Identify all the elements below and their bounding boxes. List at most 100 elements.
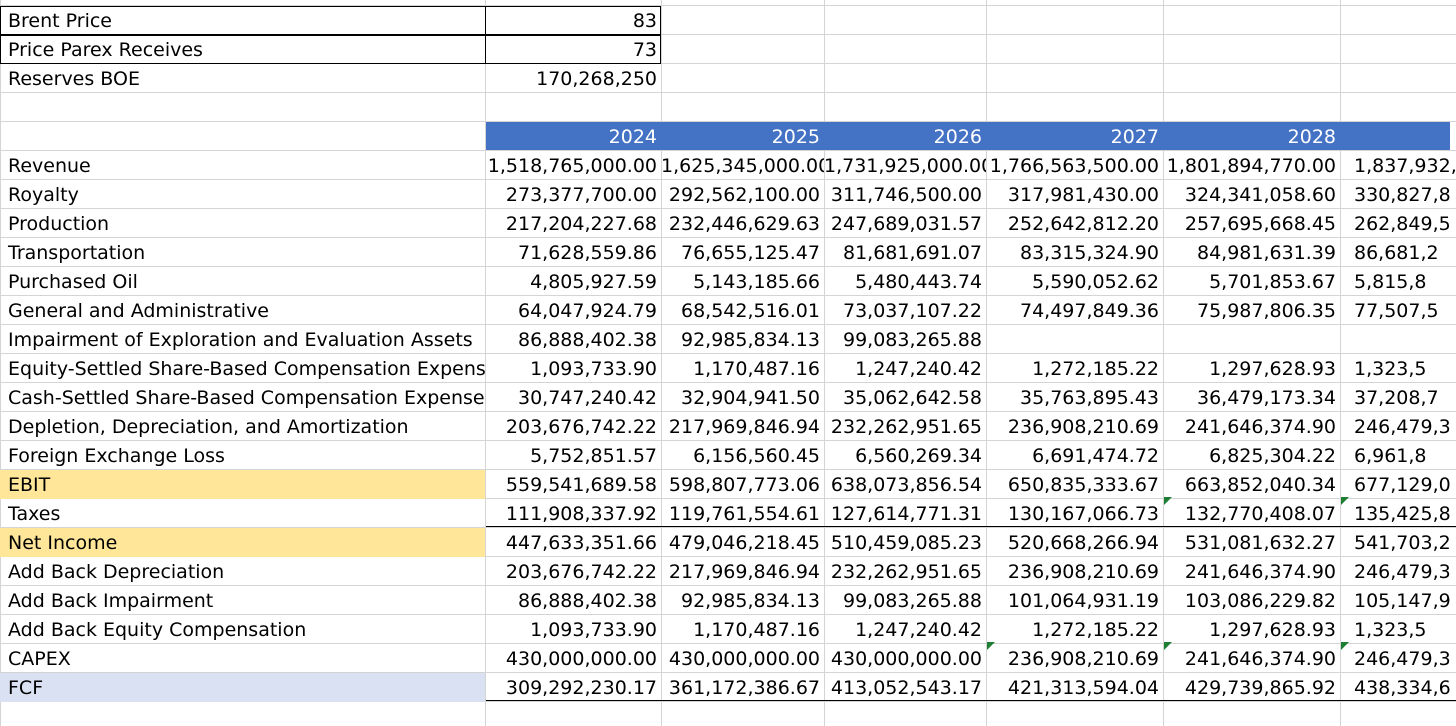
value-cell[interactable]: 6,560,269.34 [855,445,982,467]
row-label[interactable]: Add Back Impairment [8,590,214,612]
value-cell[interactable]: 241,646,374.90 [1184,648,1336,670]
value-cell[interactable]: 247,689,031.57 [830,213,982,235]
year-header[interactable]: 2026 [933,126,982,148]
value-cell[interactable]: 421,313,594.04 [1007,677,1159,699]
value-cell[interactable]: 92,985,834.13 [680,590,820,612]
value-cell[interactable]: 76,655,125.47 [680,242,820,264]
value-cell[interactable]: 252,642,812.20 [1007,213,1159,235]
row-label[interactable]: CAPEX [8,648,71,670]
value-cell[interactable]: 232,446,629.63 [668,213,820,235]
row-label[interactable]: Impairment of Exploration and Evaluation… [8,329,473,351]
value-cell[interactable]: 6,961,8 [1354,445,1427,467]
value-cell[interactable]: 1,170,487.16 [693,358,820,380]
row-label[interactable]: Royalty [8,184,79,206]
value-cell[interactable]: 232,262,951.65 [830,416,982,438]
value-cell[interactable]: 1,323,5 [1354,358,1427,380]
value-cell[interactable]: 650,835,333.67 [1007,474,1159,496]
row-label[interactable]: Production [8,213,110,235]
value-cell[interactable]: 105,147,9 [1354,590,1451,612]
value-cell[interactable]: 127,614,771.31 [830,503,982,525]
value-cell[interactable] [1340,325,1456,354]
value-cell[interactable]: 217,969,846.94 [668,416,820,438]
input-label[interactable]: Brent Price [8,10,112,32]
value-cell[interactable]: 86,888,402.38 [517,329,657,351]
value-cell[interactable]: 86,681,2 [1354,242,1439,264]
value-cell[interactable]: 309,292,230.17 [505,677,657,699]
input-value[interactable]: 73 [632,39,657,61]
value-cell[interactable]: 429,739,865.92 [1184,677,1336,699]
value-cell[interactable]: 74,497,849.36 [1019,300,1159,322]
value-cell[interactable]: 1,297,628.93 [1209,619,1336,641]
value-cell[interactable]: 663,852,040.34 [1184,474,1336,496]
value-cell[interactable]: 262,849,5 [1354,213,1451,235]
value-cell[interactable]: 203,676,742.22 [505,416,657,438]
value-cell[interactable]: 438,334,6 [1354,677,1451,699]
row-label[interactable]: Cash-Settled Share-Based Compensation Ex… [8,387,485,409]
year-header[interactable]: 2025 [771,126,820,148]
value-cell[interactable]: 413,052,543.17 [830,677,982,699]
value-cell[interactable]: 246,479,3 [1354,416,1451,438]
row-label[interactable]: Equity-Settled Share-Based Compensation … [8,358,485,380]
value-cell[interactable]: 83,315,324.90 [1019,242,1159,264]
input-value[interactable]: 83 [632,10,657,32]
value-cell[interactable]: 99,083,265.88 [842,590,982,612]
value-cell[interactable]: 86,888,402.38 [517,590,657,612]
value-cell[interactable]: 217,204,227.68 [505,213,657,235]
value-cell[interactable]: 6,156,560.45 [693,445,820,467]
value-cell[interactable]: 36,479,173.34 [1196,387,1336,409]
value-cell[interactable]: 64,047,924.79 [517,300,657,322]
value-cell[interactable]: 5,480,443.74 [855,271,982,293]
value-cell[interactable]: 84,981,631.39 [1196,242,1336,264]
value-cell[interactable]: 5,590,052.62 [1032,271,1159,293]
row-label[interactable]: Foreign Exchange Loss [8,445,225,467]
year-header[interactable]: 2028 [1287,126,1336,148]
value-cell[interactable]: 92,985,834.13 [680,329,820,351]
value-cell[interactable]: 5,143,185.66 [693,271,820,293]
value-cell[interactable]: 246,479,3 [1354,648,1451,670]
value-cell[interactable]: 273,377,700.00 [505,184,657,206]
value-cell[interactable]: 677,129,0 [1354,474,1451,496]
value-cell[interactable]: 35,062,642.58 [842,387,982,409]
value-cell[interactable]: 75,987,806.35 [1196,300,1336,322]
value-cell[interactable]: 1,731,925,000.00 [824,155,986,177]
value-cell[interactable]: 232,262,951.65 [830,561,982,583]
value-cell[interactable]: 111,908,337.92 [505,503,657,525]
value-cell[interactable]: 6,691,474.72 [1032,445,1159,467]
value-cell[interactable]: 520,668,266.94 [1007,532,1159,554]
value-cell[interactable]: 103,086,229.82 [1184,590,1336,612]
value-cell[interactable]: 5,752,851.57 [530,445,657,467]
value-cell[interactable] [986,325,1163,354]
value-cell[interactable]: 541,703,2 [1354,532,1451,554]
value-cell[interactable]: 311,746,500.00 [830,184,982,206]
row-label[interactable]: Add Back Depreciation [8,561,225,583]
row-label[interactable]: Transportation [8,242,146,264]
input-value[interactable]: 170,268,250 [536,68,657,90]
value-cell[interactable]: 479,046,218.45 [668,532,820,554]
input-label[interactable]: Price Parex Receives [8,39,203,61]
value-cell[interactable]: 292,562,100.00 [668,184,820,206]
value-cell[interactable]: 99,083,265.88 [842,329,982,351]
value-cell[interactable]: 236,908,210.69 [1007,416,1159,438]
row-label[interactable]: Net Income [0,528,485,557]
value-cell[interactable]: 559,541,689.58 [505,474,657,496]
value-cell[interactable]: 4,805,927.59 [530,271,657,293]
value-cell[interactable]: 32,904,941.50 [680,387,820,409]
value-cell[interactable]: 1,272,185.22 [1032,358,1159,380]
value-cell[interactable]: 236,908,210.69 [1007,561,1159,583]
value-cell[interactable]: 1,323,5 [1354,619,1427,641]
value-cell[interactable]: 430,000,000.00 [668,648,820,670]
value-cell[interactable]: 317,981,430.00 [1007,184,1159,206]
value-cell[interactable]: 430,000,000.00 [830,648,982,670]
row-label[interactable]: General and Administrative [8,300,269,322]
value-cell[interactable]: 1,093,733.90 [530,619,657,641]
year-header[interactable]: 2027 [1110,126,1159,148]
input-label[interactable]: Reserves BOE [8,68,140,90]
value-cell[interactable]: 241,646,374.90 [1184,416,1336,438]
value-cell[interactable]: 361,172,386.67 [668,677,820,699]
value-cell[interactable]: 135,425,8 [1354,503,1451,525]
value-cell[interactable]: 447,633,351.66 [505,532,657,554]
value-cell[interactable]: 598,807,773.06 [668,474,820,496]
value-cell[interactable]: 1,625,345,000.00 [661,155,824,177]
value-cell[interactable]: 1,837,932,6 [1354,155,1456,177]
value-cell[interactable]: 1,766,563,500.00 [989,155,1159,177]
